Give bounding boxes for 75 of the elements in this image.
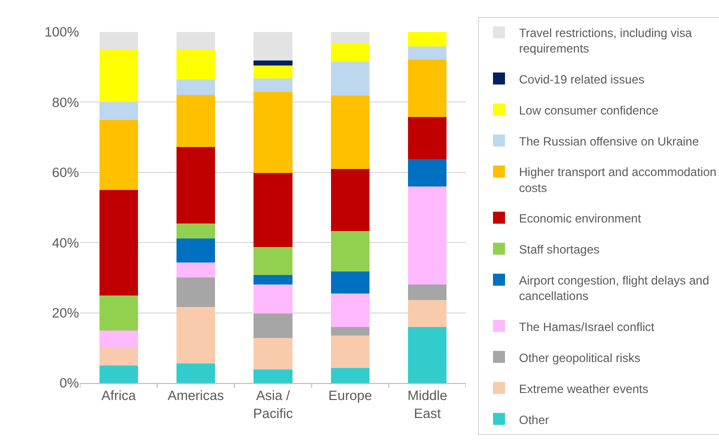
legend-label: Extreme weather events bbox=[519, 382, 648, 396]
y-tick-label: 100% bbox=[44, 24, 79, 40]
bar bbox=[330, 231, 370, 272]
y-tick-label: 80% bbox=[52, 94, 79, 110]
bar bbox=[176, 79, 216, 95]
bar bbox=[254, 60, 292, 66]
bar bbox=[176, 238, 216, 262]
bar bbox=[254, 284, 292, 314]
bar bbox=[176, 146, 216, 224]
bar bbox=[254, 274, 292, 285]
bar bbox=[99, 32, 138, 50]
bar bbox=[408, 326, 447, 383]
bar bbox=[99, 295, 138, 330]
y-tick-label: 0% bbox=[59, 376, 79, 391]
legend-label: Other geopolitical risks bbox=[519, 350, 640, 365]
x-tick-label: Europe bbox=[328, 388, 372, 404]
bar bbox=[408, 60, 447, 117]
legend-label: Airport congestion, flight delays and cancellations bbox=[519, 273, 710, 303]
bar bbox=[254, 32, 292, 60]
bar bbox=[254, 369, 292, 383]
bar bbox=[176, 224, 216, 239]
bar bbox=[254, 338, 292, 370]
x-tick-label: Asia / Pacific bbox=[253, 388, 294, 421]
bar bbox=[176, 32, 216, 50]
bar bbox=[408, 46, 447, 60]
bar bbox=[330, 326, 370, 336]
bar bbox=[254, 247, 292, 275]
bar bbox=[176, 306, 216, 364]
bar bbox=[176, 262, 216, 278]
bar bbox=[330, 271, 370, 294]
y-tick-label: 40% bbox=[52, 235, 79, 250]
bar bbox=[254, 65, 292, 78]
y-tick-label: 20% bbox=[52, 306, 79, 321]
bar bbox=[330, 32, 370, 44]
bar bbox=[99, 50, 138, 102]
bar bbox=[254, 78, 292, 92]
y-tick-label: 60% bbox=[52, 165, 79, 180]
legend-label: Travel restrictions, including visa requirements bbox=[519, 26, 692, 56]
bar bbox=[408, 186, 447, 285]
legend-label: Higher transport and accommodation costs bbox=[519, 165, 716, 195]
bar bbox=[176, 50, 216, 80]
bar bbox=[176, 94, 216, 147]
bar bbox=[176, 363, 216, 383]
x-tick-label: Americas bbox=[168, 388, 224, 404]
bar bbox=[99, 102, 138, 120]
bar bbox=[176, 277, 216, 307]
bar bbox=[99, 365, 138, 383]
x-tick-label: Middle East bbox=[408, 388, 448, 421]
x-tick-label: Africa bbox=[101, 388, 136, 404]
bar bbox=[330, 62, 370, 96]
bar bbox=[330, 368, 370, 383]
bar bbox=[254, 172, 292, 248]
bar bbox=[408, 159, 447, 186]
legend-label: Covid-19 related issues bbox=[519, 72, 644, 86]
bar bbox=[408, 284, 447, 300]
bar bbox=[330, 294, 370, 327]
bar bbox=[408, 116, 447, 160]
bar bbox=[254, 314, 292, 338]
bar bbox=[330, 43, 370, 62]
legend-label: Economic environment bbox=[519, 212, 642, 226]
bar bbox=[99, 330, 138, 348]
legend-label: Other bbox=[519, 412, 550, 427]
legend-label: Staff shortages bbox=[519, 242, 600, 257]
legend-label: The Russian offensive on Ukraine bbox=[519, 134, 700, 148]
bar bbox=[99, 120, 138, 190]
legend-label: Low consumer confidence bbox=[519, 103, 659, 118]
bar bbox=[254, 92, 292, 173]
bar bbox=[330, 96, 370, 170]
bar bbox=[408, 32, 447, 46]
bar bbox=[408, 300, 447, 327]
bar bbox=[99, 190, 138, 296]
bar bbox=[330, 335, 370, 368]
legend-label: The Hamas/Israel conflict bbox=[519, 320, 656, 334]
bar bbox=[330, 169, 370, 232]
bar bbox=[99, 348, 138, 366]
